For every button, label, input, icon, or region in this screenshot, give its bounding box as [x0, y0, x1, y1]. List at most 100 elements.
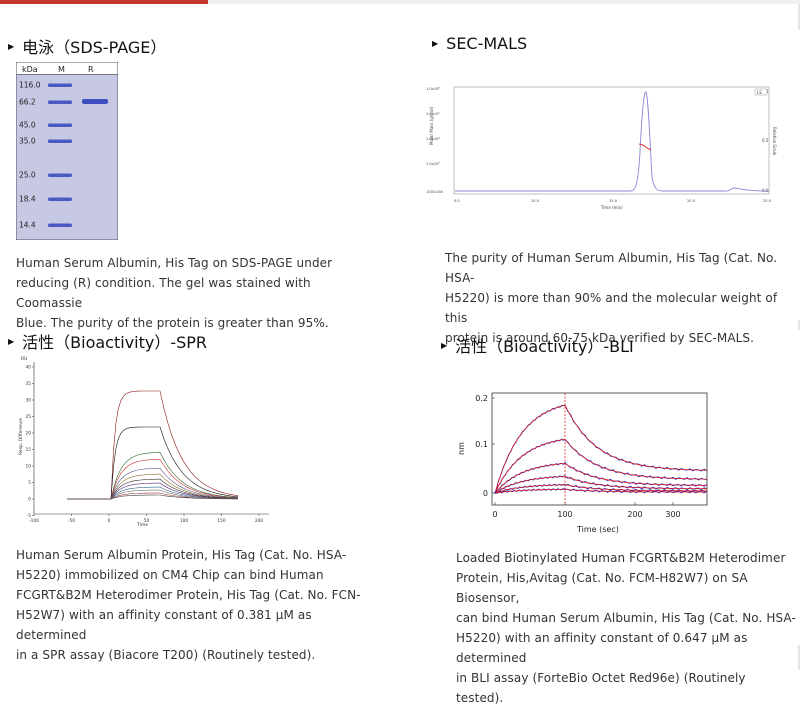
spr-curve	[67, 459, 239, 500]
bli-fit-curve	[494, 484, 707, 494]
gel-marker-band	[48, 139, 72, 143]
bli-caption: Loaded Biotinylated Human FCGRT&B2M Hete…	[456, 548, 796, 708]
gel-lane-r-label: R	[88, 65, 94, 74]
spr-ytick-label: 25	[26, 414, 32, 420]
bli-xtick-label: 0	[492, 510, 497, 519]
caption-line: Human Serum Albumin, His Tag on SDS-PAGE…	[16, 256, 333, 270]
caption-line: Protein, His,Avitag (Cat. No. FCM-H82W7)…	[456, 571, 748, 605]
caption-line: The purity of Human Serum Albumin, His T…	[445, 251, 778, 285]
bli-ytick-label: 0.1	[475, 440, 488, 449]
sec-ytick: 1.0x10⁶	[426, 87, 440, 91]
bli-sensorgram: nm Time (sec) 0.2 0.1 0 0 100 200 300	[457, 392, 708, 534]
sec-plot-frame	[453, 86, 770, 195]
spr-ytick-label: 35	[26, 381, 32, 387]
spr-xtick-label: 100	[180, 518, 188, 524]
gel-marker-band	[48, 173, 72, 177]
spr-xtick-label: 50	[144, 518, 150, 524]
bli-fit-curve	[494, 488, 707, 494]
gel-marker-label: 116.0	[19, 81, 41, 90]
sec-xtick: 0.0	[454, 199, 460, 203]
caption-line: FCGRT&B2M Heterodimer Protein, His Tag (…	[16, 588, 361, 602]
bli-fit-curve	[494, 438, 707, 494]
right-divider-bottom	[798, 645, 800, 670]
bli-xtick-label: 100	[557, 510, 572, 519]
sec-ytick: 1.0x10³	[426, 162, 440, 166]
gel-marker-band	[48, 123, 72, 127]
sec-legend-label: LS	[757, 90, 762, 95]
caption-line: protein is around 60-75 kDa verified by …	[445, 331, 755, 345]
sec-ylabel: Molar Mass (g/mol)	[429, 106, 434, 145]
spr-ytick-label: 10	[26, 464, 32, 470]
caption-line: H5220) immobilized on CM4 Chip can bind …	[16, 568, 324, 582]
sec-mals-chart: Molar Mass (g/mol) Relative Scale Time (…	[426, 86, 777, 210]
bli-heading: ▶ 活性（Bioactivity）-BLI	[441, 333, 634, 357]
sds-gel-image: kDa M R 116.0 66.2 45.0 35.0 25.0 18.4 14.4	[16, 62, 118, 240]
gel-marker-band	[48, 100, 72, 104]
sec-legend-box	[754, 88, 768, 96]
sec-ytick: 1.0x10⁵	[426, 112, 440, 116]
caption-line: reducing (R) condition. The gel was stai…	[16, 276, 311, 310]
spr-curve	[67, 390, 239, 500]
spr-xtick-label: -100	[29, 518, 39, 524]
caption-line: H52W7) with an affinity constant of 0.38…	[16, 608, 312, 642]
spr-ylabel: RU	[21, 356, 27, 362]
spr-curve	[67, 467, 239, 500]
sec-mals-caption: The purity of Human Serum Albumin, His T…	[445, 248, 795, 348]
spr-heading: ▶ 活性（Bioactivity）-SPR	[8, 329, 207, 353]
gel-marker-label: 45.0	[19, 121, 36, 130]
sec-y2label: Relative Scale	[772, 127, 777, 156]
bli-xtick-label: 300	[665, 510, 680, 519]
sec-mals-heading: ▶ SEC-MALS	[432, 34, 527, 53]
spr-curve	[67, 426, 239, 500]
caption-line: H5220) with an affinity constant of 0.64…	[456, 631, 748, 665]
spr-ytick-label: 30	[26, 398, 32, 404]
gel-header	[16, 62, 118, 75]
spr-caption: Human Serum Albumin Protein, His Tag (Ca…	[16, 545, 376, 665]
gel-marker-label: 35.0	[19, 137, 36, 146]
gel-marker-band	[48, 83, 72, 87]
gel-marker-label: 18.4	[19, 195, 36, 204]
bullet-arrow-icon: ▶	[441, 340, 448, 350]
gel-sample-band	[82, 99, 108, 104]
bli-ytick-label: 0.2	[475, 394, 488, 403]
sec-xtick: 20.0	[687, 199, 696, 203]
top-bar	[0, 0, 800, 4]
spr-curve	[67, 482, 239, 500]
caption-line: Human Serum Albumin Protein, His Tag (Ca…	[16, 548, 347, 562]
bli-fit-curve	[494, 404, 708, 494]
spr-ytick-label: 5	[28, 480, 31, 486]
bli-fit-curve	[494, 462, 707, 494]
spr-ytick-label: 20	[26, 431, 32, 437]
caption-line: in a SPR assay (Biacore T200) (Routinely…	[16, 648, 316, 662]
sec-ytick: 1000.000	[426, 190, 444, 194]
spr-curve	[67, 473, 239, 500]
caption-line: in BLI assay (ForteBio Octet Red96e) (Ro…	[456, 671, 746, 705]
bli-ytick-label: 0	[483, 489, 488, 498]
sec-mals-title: SEC-MALS	[446, 34, 528, 53]
sec-y2tick: 0.0	[762, 188, 769, 193]
top-accent-line	[0, 0, 208, 4]
sec-ytick: 1.0x10⁴	[426, 137, 440, 141]
spr-xtick-label: 200	[255, 518, 263, 524]
caption-line: Loaded Biotinylated Human FCGRT&B2M Hete…	[456, 551, 786, 565]
gel-marker-band	[48, 223, 72, 227]
spr-ytick-label: -5	[27, 513, 32, 519]
bullet-arrow-icon: ▶	[8, 336, 15, 346]
spr-ytick-label: 40	[26, 365, 32, 371]
sec-y2tick: 0.5	[762, 138, 769, 143]
spr-xtick-label: 0	[108, 518, 111, 524]
bli-xlabel: Time (sec)	[576, 525, 619, 534]
gel-background	[16, 62, 118, 240]
spr-ytick-label: 15	[26, 447, 32, 453]
bullet-arrow-icon: ▶	[432, 39, 439, 48]
spr-xtick-label: 150	[217, 518, 225, 524]
caption-line: can bind Human Serum Albumin, His Tag (C…	[456, 611, 796, 625]
gel-marker-label: 14.4	[19, 221, 36, 230]
sec-xtick: 10.0	[531, 199, 540, 203]
spr-curve	[67, 478, 239, 500]
sds-page-title: 电泳（SDS-PAGE）	[22, 38, 167, 57]
gel-lane-m-label: M	[58, 65, 65, 74]
caption-line: H5220) is more than 90% and the molecula…	[445, 291, 778, 325]
sec-xtick: 15.0	[609, 199, 618, 203]
spr-curve	[67, 451, 239, 500]
